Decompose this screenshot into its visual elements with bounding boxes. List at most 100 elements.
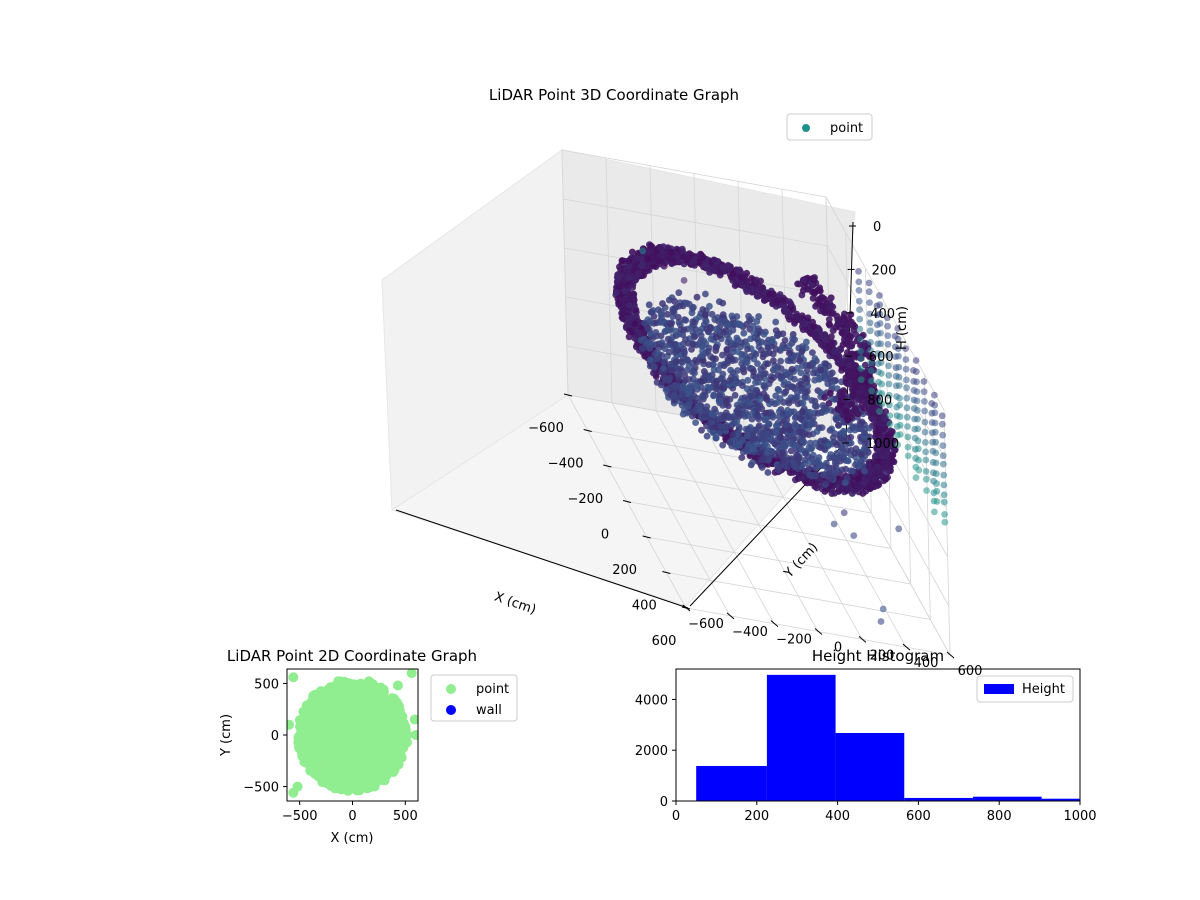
- point-3d: [891, 446, 898, 454]
- point-3d: [710, 361, 717, 368]
- point-3d: [821, 488, 829, 495]
- point-3d: [857, 376, 865, 384]
- point-3d: [739, 364, 747, 372]
- point-3d: [791, 414, 799, 422]
- point-3d: [743, 446, 750, 453]
- point-2d: [389, 703, 400, 714]
- point-3d: [842, 374, 850, 382]
- point-3d: [745, 441, 752, 448]
- point-2d: [325, 774, 336, 785]
- point-3d: [873, 311, 881, 319]
- x-tick-2: −200: [567, 492, 603, 507]
- point-3d: [760, 330, 768, 338]
- point-3d: [753, 412, 761, 420]
- point-3d: [806, 421, 814, 429]
- point-3d: [821, 394, 829, 401]
- point-3d: [818, 424, 826, 431]
- yh-tick-0: 0: [660, 795, 668, 810]
- point-3d: [676, 302, 683, 310]
- point-3d: [805, 464, 813, 472]
- point-3d: [809, 360, 817, 368]
- point-3d: [806, 471, 813, 479]
- point-3d: [749, 322, 757, 330]
- point-3d: [685, 376, 693, 383]
- point-3d: [757, 371, 764, 379]
- point-2d: [346, 682, 357, 693]
- point-3d: [748, 415, 756, 423]
- point-3d: [683, 299, 691, 307]
- point-3d: [879, 420, 886, 428]
- point-3d: [817, 461, 825, 469]
- point-3d: [731, 282, 739, 289]
- point-3d: [922, 448, 929, 456]
- point-3d: [799, 438, 807, 445]
- point-2d: [379, 763, 390, 774]
- point-3d: [856, 335, 864, 343]
- point-3d: [710, 392, 717, 400]
- point-3d: [820, 309, 828, 316]
- point-3d: [751, 334, 759, 342]
- point-3d: [744, 345, 751, 353]
- point-3d: [845, 356, 852, 364]
- point-3d: [615, 284, 623, 291]
- point-3d: [803, 338, 810, 346]
- point-3d: [893, 393, 900, 400]
- point-3d: [868, 405, 876, 412]
- point-3d: [892, 382, 900, 390]
- x-axis-label: X (cm): [492, 590, 538, 618]
- point-3d: [660, 358, 668, 366]
- point-3d: [698, 426, 705, 434]
- point-3d: [691, 369, 698, 377]
- point-3d: [675, 289, 683, 297]
- y-tick-3: 0: [834, 641, 842, 656]
- point-3d: [922, 456, 930, 464]
- point-3d: [904, 443, 912, 451]
- point-3d: [746, 317, 753, 325]
- point-3d: [729, 326, 737, 334]
- point-3d: [678, 245, 686, 253]
- point-3d: [791, 375, 798, 383]
- y-tick-2: −200: [776, 633, 812, 648]
- point-3d: [767, 376, 775, 384]
- point-3d: [615, 271, 623, 279]
- point-3d: [678, 390, 686, 398]
- point-3d: [784, 406, 791, 414]
- point-3d: [902, 356, 910, 363]
- point-3d: [847, 439, 855, 447]
- point-3d: [800, 276, 808, 284]
- point-3d: [717, 375, 725, 383]
- legend-histogram: Height: [976, 675, 1074, 703]
- point-3d: [711, 316, 719, 323]
- point-3d: [855, 278, 863, 286]
- point-3d: [735, 379, 742, 387]
- x-axis-2d-label: X (cm): [331, 831, 374, 846]
- point-3d: [849, 467, 856, 475]
- point-3d: [826, 390, 834, 397]
- x-tick-mark-3: [622, 500, 632, 503]
- point-3d: [837, 435, 845, 442]
- point-3d: [815, 454, 823, 461]
- point-3d: [808, 281, 816, 289]
- point-3d: [851, 405, 859, 412]
- y-axis-2d-label: Y (cm): [219, 714, 234, 757]
- point-3d: [868, 387, 876, 395]
- xh-tick-5: 1000: [1063, 809, 1096, 824]
- point-2d: [393, 738, 404, 749]
- point-3d: [903, 384, 910, 392]
- point-3d: [752, 350, 760, 358]
- point-2d: [319, 729, 330, 740]
- point-3d: [716, 429, 723, 437]
- z-tick-3: 600: [869, 350, 894, 365]
- point-3d: [751, 399, 759, 407]
- point-2d: [363, 732, 374, 743]
- point-3d: [855, 297, 863, 305]
- point-3d: [875, 378, 883, 386]
- point-3d: [804, 382, 812, 390]
- point-3d: [883, 469, 891, 476]
- point-3d: [810, 288, 818, 296]
- point-3d: [903, 413, 911, 421]
- point-3d: [817, 366, 825, 374]
- point-3d: [811, 402, 819, 410]
- point-3d: [833, 416, 840, 424]
- x-tick-6: 600: [652, 634, 677, 649]
